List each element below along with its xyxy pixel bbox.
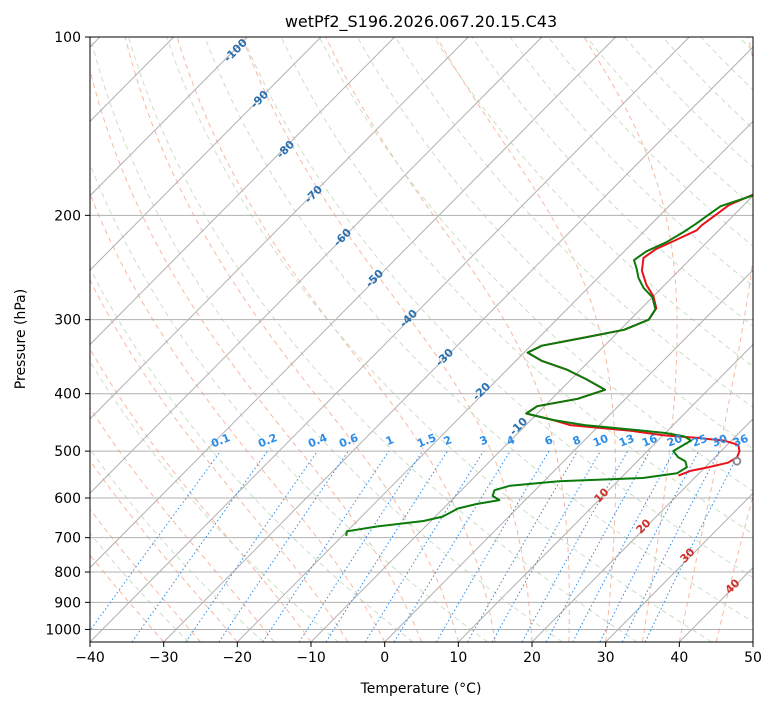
mixing-ratio-label: 20 bbox=[665, 432, 684, 450]
y-tick-label: 600 bbox=[54, 491, 81, 507]
y-axis-ticks: 1000 900 800 700 600 500 400 300 200 100 bbox=[45, 30, 90, 638]
dry-adiabat-line bbox=[90, 162, 488, 642]
isotherm-line bbox=[531, 418, 753, 642]
mixing-ratio-label: 10 bbox=[591, 432, 610, 450]
mixing-ratio-line bbox=[393, 450, 511, 642]
y-tick-label: 900 bbox=[54, 595, 81, 611]
isotherm-line bbox=[90, 37, 322, 271]
isotherm-line bbox=[163, 46, 753, 642]
mixing-ratio-label: 16 bbox=[640, 432, 659, 450]
x-tick-label: −10 bbox=[296, 650, 326, 666]
moist-adiabat-line bbox=[90, 67, 422, 642]
y-tick-label: 300 bbox=[54, 313, 81, 329]
mixing-ratio-label: 1 bbox=[384, 433, 396, 448]
moist-adiabat-line bbox=[90, 554, 165, 642]
isotherm-grid bbox=[90, 37, 753, 642]
sounding-series bbox=[345, 193, 753, 536]
y-tick-label: 1000 bbox=[45, 622, 81, 638]
mixing-ratio-line bbox=[521, 450, 629, 642]
moist-adiabat-line bbox=[90, 278, 349, 642]
mixing-ratio-line bbox=[545, 450, 651, 642]
dry-adiabat-line bbox=[471, 37, 753, 327]
x-tick-label: −20 bbox=[223, 650, 253, 666]
isotherm-line bbox=[310, 195, 753, 642]
dry-adiabat-line bbox=[318, 37, 753, 492]
isotherm-line bbox=[457, 343, 753, 642]
x-tick-label: 20 bbox=[523, 650, 541, 666]
isotherm-line bbox=[605, 492, 753, 642]
mixing-ratio-label: 8 bbox=[571, 433, 583, 448]
mixing-ratio-label: 36 bbox=[731, 432, 750, 450]
chart-title: wetPf2_S196.2026.067.20.15.C43 bbox=[285, 12, 557, 32]
dry-adiabat-line bbox=[356, 37, 753, 450]
moist-adiabat-line bbox=[90, 348, 312, 642]
mixing-ratio-line bbox=[491, 450, 601, 642]
x-tick-label: 40 bbox=[670, 650, 688, 666]
isotherm-line bbox=[236, 120, 753, 642]
isotherm-line bbox=[90, 37, 690, 642]
mixing-ratio-line bbox=[218, 450, 349, 642]
x-tick-label: 10 bbox=[449, 650, 467, 666]
x-tick-label: −40 bbox=[75, 650, 105, 666]
moist-adiabat-line bbox=[124, 37, 459, 642]
x-tick-label: 50 bbox=[744, 650, 762, 666]
y-axis-label: Pressure (hPa) bbox=[13, 289, 29, 389]
moist-adiabat-line bbox=[325, 37, 570, 642]
moist-adiabat-line bbox=[583, 37, 678, 642]
isobar-grid bbox=[90, 37, 753, 630]
mixing-ratio-line bbox=[644, 450, 741, 642]
dry-adiabats bbox=[90, 37, 753, 642]
mixing-ratio-line bbox=[131, 450, 268, 642]
isotherm-line bbox=[90, 37, 469, 420]
mixing-ratio-line bbox=[298, 450, 424, 642]
mixing-ratio-label: 2 bbox=[442, 433, 454, 448]
y-tick-label: 500 bbox=[54, 444, 81, 460]
isotherm-line bbox=[90, 37, 543, 494]
mixing-ratio-line bbox=[621, 450, 720, 642]
mixing-ratio-label: 30 bbox=[710, 432, 729, 450]
dry-adiabat-line bbox=[90, 360, 339, 642]
lcl-marker bbox=[732, 456, 742, 466]
plot-frame bbox=[89, 36, 754, 643]
isotherm-line bbox=[90, 37, 248, 197]
dewpoint-profile bbox=[345, 194, 753, 536]
mixing-ratio-label: 25 bbox=[690, 432, 709, 450]
dry-adiabat-line bbox=[90, 37, 563, 642]
dry-adiabat-line bbox=[90, 532, 190, 642]
y-tick-label: 100 bbox=[54, 30, 81, 46]
dry-adiabat-line bbox=[166, 37, 712, 642]
moist-adiabat-line bbox=[90, 459, 238, 642]
moist-adiabat-line bbox=[90, 508, 201, 642]
mixing-ratio-line bbox=[185, 450, 318, 642]
y-tick-label: 400 bbox=[54, 387, 81, 403]
isotherm-line bbox=[90, 37, 395, 346]
plot-area: -100-90-80-70-60-50-40-30-20-100.1 0.2 0.4… bbox=[90, 37, 753, 642]
mixing-ratio-line bbox=[90, 450, 222, 632]
dry-adiabat-line bbox=[204, 37, 753, 623]
mixing-ratio-line bbox=[262, 450, 390, 642]
moist-adiabat-line bbox=[90, 407, 275, 642]
y-tick-label: 200 bbox=[54, 208, 81, 224]
mixing-ratio-line bbox=[325, 450, 448, 642]
isotherm-line bbox=[384, 269, 753, 642]
x-tick-label: −30 bbox=[149, 650, 179, 666]
y-tick-label: 800 bbox=[54, 565, 81, 581]
x-tick-label: 30 bbox=[597, 650, 615, 666]
mixing-ratio-line bbox=[364, 450, 485, 642]
moist-adiabat-line bbox=[436, 37, 617, 642]
x-axis-label: Temperature (°C) bbox=[360, 681, 482, 697]
mixing-ratio-line bbox=[572, 450, 675, 642]
mixing-ratio-label: 13 bbox=[617, 432, 636, 450]
dry-adiabat-line bbox=[127, 37, 638, 642]
x-tick-label: 0 bbox=[380, 650, 389, 666]
isotherm-line bbox=[90, 37, 616, 569]
y-tick-label: 700 bbox=[54, 531, 81, 547]
x-axis-ticks: −40 −30 −20 −10 0 10 20 30 40 50 bbox=[75, 642, 762, 666]
mixing-ratio-label: 3 bbox=[478, 433, 490, 448]
mixing-ratio-lines bbox=[90, 450, 741, 642]
